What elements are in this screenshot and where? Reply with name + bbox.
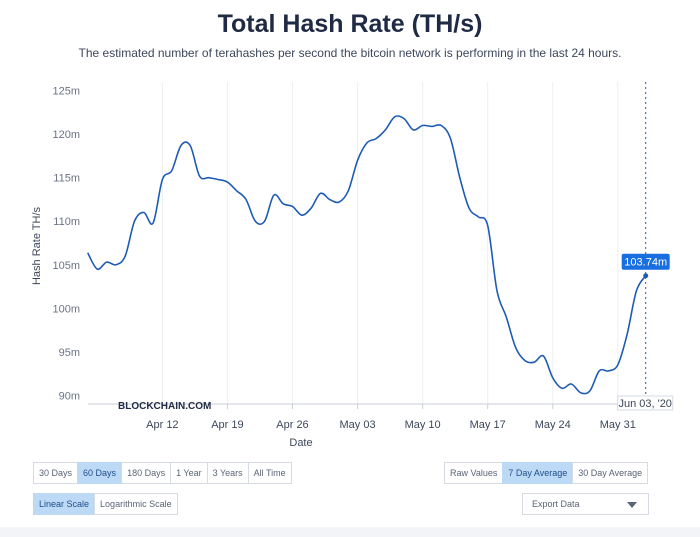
x-tick-label: May 03: [340, 419, 376, 431]
logarithmic-scale-button[interactable]: Logarithmic Scale: [94, 493, 178, 515]
timespan-60-days-button[interactable]: 60 Days: [77, 462, 123, 484]
x-axis-label: Date: [289, 437, 312, 449]
y-axis-ticks: 90m 95m 100m 105m 110m 115m 120m 125m: [52, 86, 80, 403]
series-line-hash-rate[interactable]: [87, 115, 647, 395]
seven-day-average-button[interactable]: 7 Day Average: [502, 462, 574, 484]
timespan-180-days-button[interactable]: 180 Days: [121, 462, 172, 484]
chart-subtitle: The estimated number of terahashes per s…: [78, 46, 622, 60]
timespan-all-time-button[interactable]: All Time: [247, 462, 292, 484]
chart-grid: [161, 82, 619, 404]
raw-values-button[interactable]: Raw Values: [444, 462, 504, 484]
export-data-label: Export Data: [532, 499, 580, 509]
y-tick-label: 90m: [59, 390, 80, 402]
y-tick-label: 100m: [52, 303, 80, 315]
x-tick-label: May 17: [470, 419, 506, 431]
blockchain-watermark: BLOCKCHAIN.COM: [118, 401, 211, 412]
x-tick-label: May 24: [535, 419, 571, 431]
export-data-dropdown[interactable]: Export Data: [522, 493, 649, 515]
y-tick-label: 105m: [52, 260, 80, 272]
tooltip-date: Jun 03, '20: [618, 398, 671, 410]
timespan-buttons: 30 Days 60 Days 180 Days 1 Year 3 Years …: [33, 462, 292, 484]
x-tick-label: May 31: [600, 419, 636, 431]
thirty-day-average-button[interactable]: 30 Day Average: [572, 462, 649, 484]
y-tick-label: 120m: [52, 129, 80, 141]
x-tick-label: Apr 12: [146, 419, 178, 431]
page-footer-strip: [0, 527, 700, 537]
linear-scale-button[interactable]: Linear Scale: [33, 493, 96, 515]
x-axis-ticks: Apr 12 Apr 19 Apr 26 May 03 May 10 May 17 May …: [146, 404, 636, 431]
chart-title: Total Hash Rate (TH/s): [217, 10, 483, 38]
hover-point-marker[interactable]: [643, 273, 649, 279]
x-tick-label: May 10: [405, 419, 441, 431]
tooltip-value: 103.74m: [624, 257, 667, 269]
x-tick-label: Apr 19: [211, 419, 243, 431]
timespan-30-days-button[interactable]: 30 Days: [33, 462, 79, 484]
timespan-3-years-button[interactable]: 3 Years: [206, 462, 249, 484]
scale-buttons: Linear Scale Logarithmic Scale: [33, 493, 178, 515]
x-tick-label: Apr 26: [276, 419, 308, 431]
chevron-down-icon: [627, 502, 637, 508]
y-axis-label: Hash Rate TH/s: [31, 206, 43, 285]
y-tick-label: 125m: [52, 86, 80, 98]
y-tick-label: 95m: [59, 347, 80, 359]
y-tick-label: 110m: [53, 216, 80, 228]
date-tooltip: Jun 03, '20: [617, 395, 674, 411]
timespan-1-year-button[interactable]: 1 Year: [170, 462, 208, 484]
value-tooltip: 103.74m: [621, 253, 670, 270]
y-tick-label: 115m: [53, 173, 80, 185]
averaging-buttons: Raw Values 7 Day Average 30 Day Average: [444, 462, 649, 484]
